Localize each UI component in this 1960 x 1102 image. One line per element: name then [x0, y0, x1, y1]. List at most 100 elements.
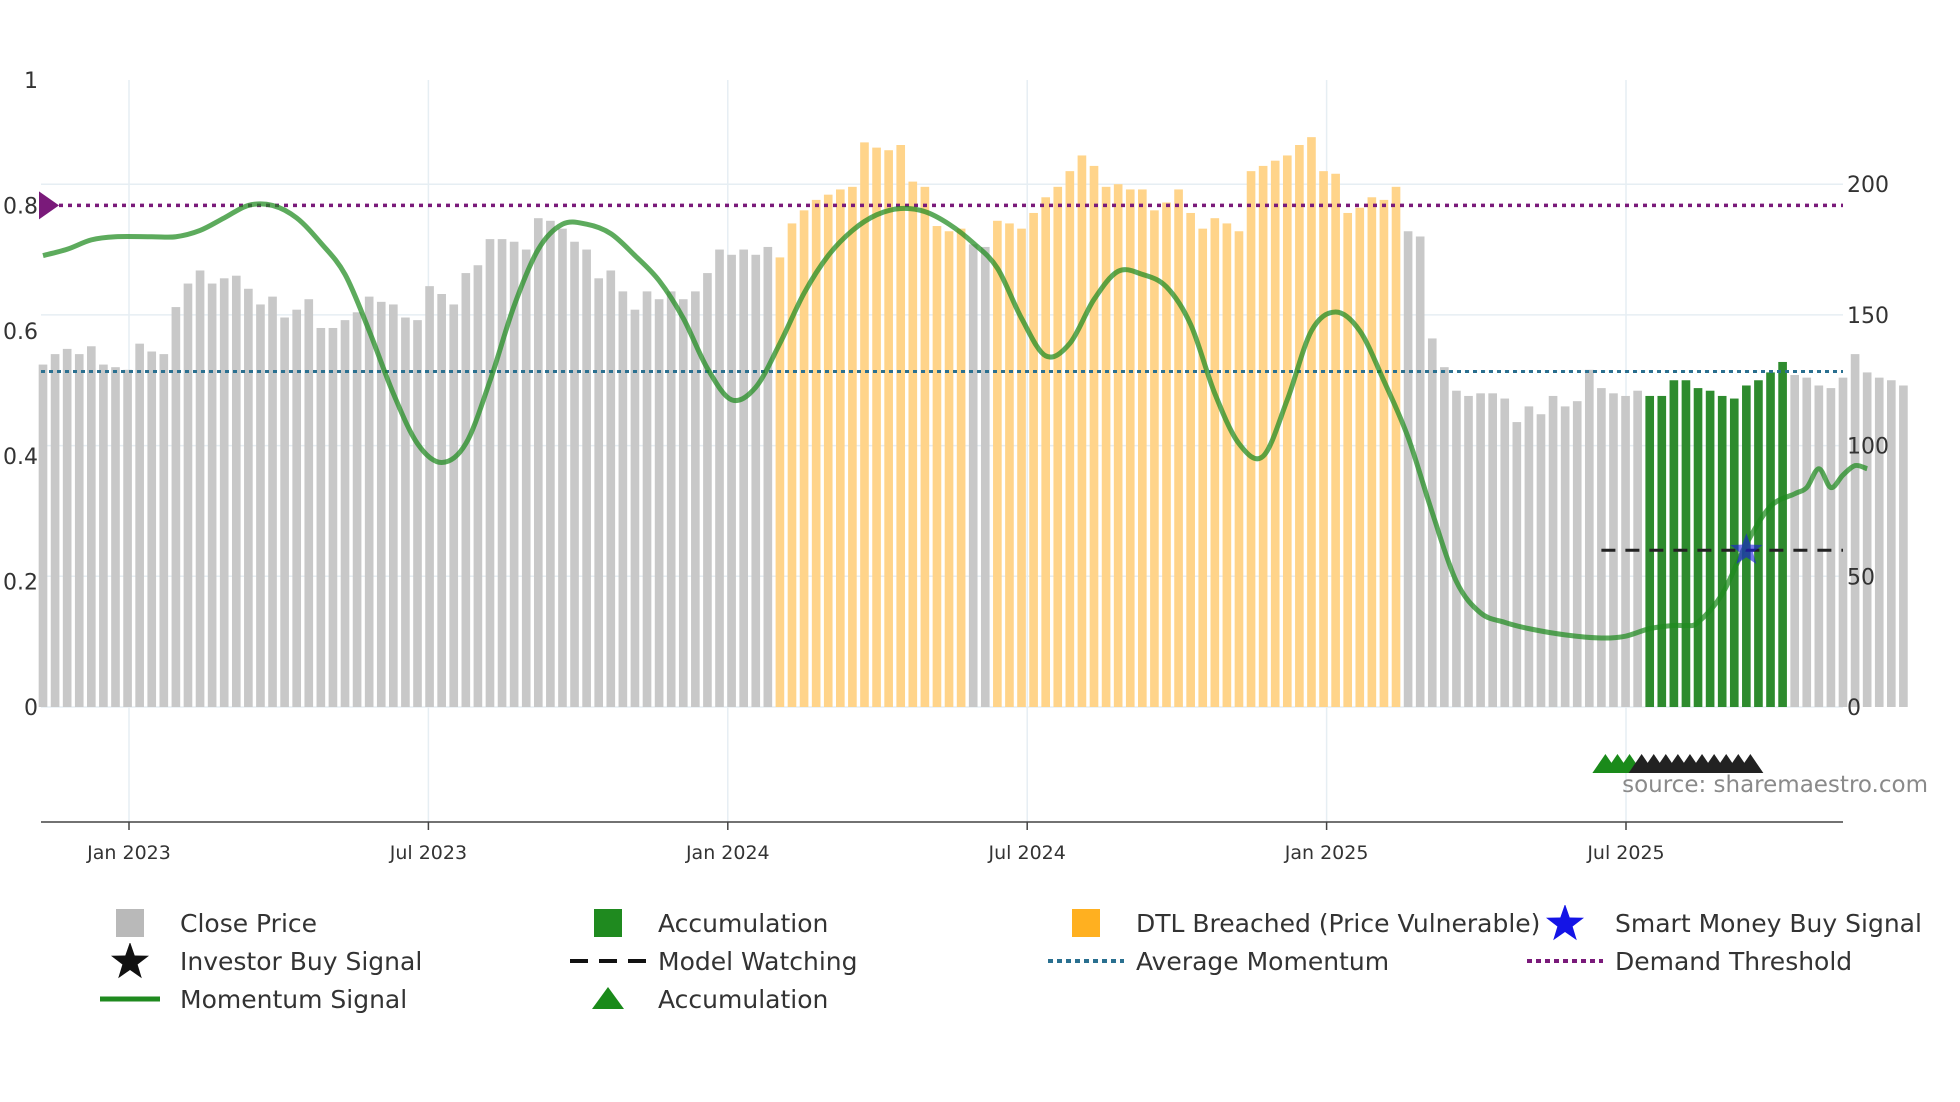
close-price-bar: [219, 278, 229, 707]
close-price-bar: [304, 299, 314, 707]
dtl-bar: [896, 145, 906, 707]
dtl-bar: [1162, 202, 1171, 708]
dtl-bar: [1138, 189, 1147, 708]
right-tick-label: 0: [1847, 696, 1861, 721]
close-price-bar: [413, 320, 422, 707]
close-price-bar: [980, 246, 990, 707]
close-price-bar: [1548, 395, 1558, 707]
close-price-bar: [171, 307, 181, 707]
accumulation-bar: [1778, 361, 1787, 707]
x-tick-label: Jan 2024: [685, 842, 770, 864]
left-tick-label: 0.6: [3, 320, 38, 345]
close-price-bar: [1403, 231, 1413, 707]
accumulation-bar: [1754, 380, 1763, 707]
close-price-bar: [1488, 393, 1497, 707]
close-price-bar: [1440, 367, 1449, 707]
close-price-bar: [195, 270, 205, 707]
close-price-bar: [1826, 388, 1836, 707]
dtl-bar: [1258, 165, 1268, 707]
close-price-bar: [135, 343, 144, 707]
smart-money-buy-signal: [1730, 533, 1763, 564]
close-price-bar: [570, 241, 579, 707]
left-tick-label: 0: [24, 696, 38, 721]
close-price-bar: [691, 291, 700, 707]
accumulation-bar: [1693, 388, 1703, 707]
dtl-bar: [1198, 228, 1208, 707]
dtl-bar: [835, 189, 845, 708]
close-price-bar: [546, 220, 555, 707]
close-price-bar: [642, 291, 652, 707]
left-tick-label: 0.8: [3, 194, 38, 219]
close-price-bar: [1560, 406, 1570, 707]
left-tick-label: 0.2: [3, 571, 38, 596]
dtl-bar: [993, 220, 1002, 707]
dtl-bar: [1174, 189, 1183, 708]
dtl-bar: [823, 194, 833, 708]
close-price-bar: [703, 273, 712, 707]
close-price-bar: [389, 304, 398, 707]
dtl-bar: [1319, 171, 1328, 708]
dtl-bar: [1295, 145, 1304, 707]
dtl-bar: [884, 150, 893, 707]
dtl-bar: [1331, 173, 1340, 708]
accumulation-bar: [1729, 398, 1739, 707]
dtl-bar: [1029, 212, 1038, 708]
close-price-bar: [606, 270, 616, 707]
close-price-bar: [1597, 388, 1606, 707]
close-price-bar: [485, 239, 495, 707]
dtl-bar: [848, 186, 857, 708]
dtl-bar: [860, 142, 869, 707]
close-price-bar: [727, 254, 736, 707]
close-price-bar: [1524, 406, 1534, 707]
close-price-bar: [1452, 390, 1461, 707]
dtl-bar: [956, 228, 966, 707]
close-price-bar: [231, 275, 241, 707]
close-price-bar: [739, 249, 748, 707]
close-price-bar: [449, 304, 459, 707]
close-price-bar: [340, 320, 350, 707]
close-price-bar: [630, 309, 640, 707]
left-tick-label: 1: [24, 69, 38, 94]
accumulation-bar: [1669, 380, 1679, 707]
dtl-bar: [944, 231, 954, 707]
close-price-bar: [1464, 395, 1473, 707]
dtl-bar: [1367, 197, 1377, 708]
accumulation-bar: [1681, 380, 1691, 707]
dtl-bar: [1005, 223, 1014, 707]
dtl-bar: [1065, 171, 1075, 708]
x-tick-label: Jul 2025: [1586, 842, 1664, 864]
right-tick-label: 50: [1847, 565, 1875, 590]
close-price-bar: [316, 327, 326, 707]
dtl-bar: [1391, 186, 1401, 708]
dtl-bar: [1041, 197, 1051, 708]
dtl-bar: [872, 147, 881, 707]
close-price-bar: [666, 291, 676, 707]
demand-threshold-marker: [39, 191, 59, 220]
close-price-bar: [1584, 369, 1594, 707]
close-price-bar: [183, 283, 193, 707]
left-tick-label: 0.4: [3, 445, 38, 470]
close-price-bar: [594, 278, 604, 707]
close-price-bar: [111, 367, 120, 707]
close-price-bar: [497, 239, 507, 707]
close-price-bar: [521, 249, 531, 707]
lines: [39, 191, 1868, 641]
close-price-bar: [1874, 377, 1884, 707]
close-price-bar: [1814, 385, 1824, 707]
close-price-bar: [328, 327, 338, 707]
dtl-bar: [1282, 155, 1292, 707]
x-tick-label: Jan 2023: [86, 842, 171, 864]
close-price-bar: [401, 317, 410, 707]
close-price-bar: [87, 346, 96, 707]
close-price-bar: [1899, 385, 1908, 707]
close-price-bar: [352, 312, 362, 707]
close-price-bar: [1802, 377, 1812, 707]
dtl-bar: [932, 226, 942, 707]
close-price-bar: [1850, 354, 1860, 707]
right-tick-label: 200: [1847, 173, 1889, 198]
close-price-bar: [654, 299, 664, 707]
close-price-bar: [99, 364, 108, 707]
close-price-bar: [473, 265, 483, 707]
close-price-bar: [715, 249, 724, 707]
